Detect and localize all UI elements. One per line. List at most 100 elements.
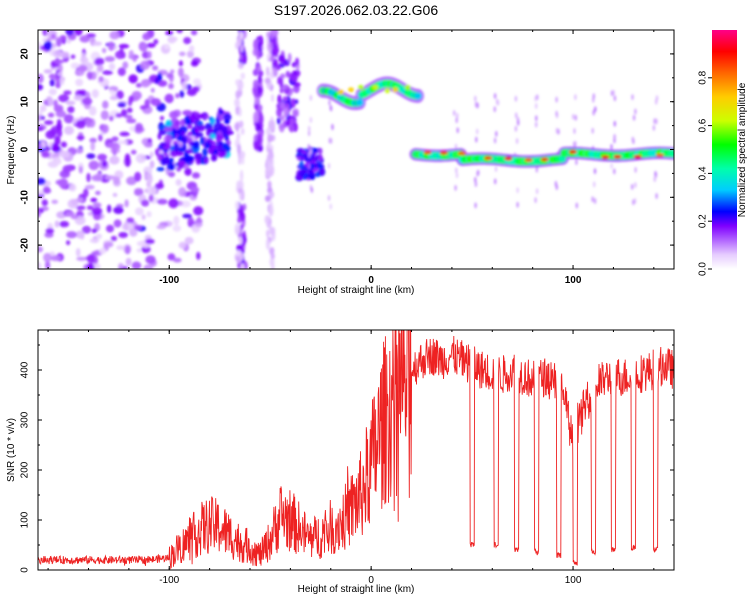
noise-blob	[78, 165, 83, 174]
noise-blob	[91, 228, 98, 234]
noise-blob	[157, 80, 168, 87]
fringe-blob	[309, 117, 313, 123]
noise-blob	[76, 256, 88, 261]
cluster-blob	[203, 158, 209, 163]
noise-blob	[146, 186, 157, 196]
fringe-blob	[494, 166, 498, 172]
fringe-blob	[555, 96, 558, 103]
noise-blob	[168, 171, 176, 178]
streak-blob	[269, 247, 275, 256]
fringe-blob	[455, 167, 458, 174]
cluster-blob	[278, 54, 286, 63]
tone-peak	[484, 156, 493, 161]
noise-blob	[115, 112, 123, 118]
cluster-blob	[209, 117, 215, 125]
tone-peak	[404, 84, 411, 90]
fringe-blob	[655, 118, 658, 125]
noise-blob	[66, 240, 71, 246]
noise-blob	[83, 188, 89, 198]
cluster-blob	[318, 147, 323, 155]
noise-blob	[53, 59, 65, 64]
streak-blob	[236, 132, 240, 143]
fringe-blob	[610, 143, 613, 150]
noise-blob	[144, 98, 150, 109]
noise-blob	[130, 149, 137, 155]
cluster-blob	[218, 114, 225, 122]
spectrogram-xtick-label: 100	[565, 275, 582, 286]
colorbar: 0.0 0.2 0.4 0.6 0.8 Normalized spectral ampl…	[698, 30, 748, 276]
noise-blob	[127, 107, 133, 113]
fringe-blob	[494, 178, 497, 185]
streak-blob	[257, 40, 261, 52]
noise-blob	[193, 206, 204, 216]
noise-blob	[109, 155, 120, 165]
fringe-blob	[591, 196, 594, 203]
noise-blob	[95, 233, 103, 240]
cluster-blob	[165, 134, 173, 141]
noise-blob	[58, 178, 69, 189]
fringe-blob	[631, 183, 634, 190]
tone-peak	[423, 150, 432, 155]
fringe-blob	[456, 127, 459, 134]
streak-blob	[264, 214, 271, 225]
noise-blob	[106, 204, 112, 214]
spectrogram-ytick-label: -20	[20, 237, 31, 252]
cluster-blob	[221, 125, 229, 135]
noise-blob	[118, 43, 130, 49]
tone-peak	[439, 150, 448, 155]
spectrogram-ytick-label: -10	[20, 190, 31, 205]
fringe-blob	[593, 198, 597, 204]
noise-blob	[165, 93, 173, 101]
streak-blob	[242, 55, 246, 63]
cluster-blob	[186, 148, 194, 154]
noise-blob	[92, 202, 102, 208]
fringe-blob	[573, 128, 576, 134]
noise-blob	[63, 90, 72, 96]
streak-blob	[234, 223, 241, 236]
noise-blob	[172, 225, 182, 232]
fringe-blob	[455, 172, 459, 179]
tone-blob	[414, 91, 422, 100]
streak-blob	[268, 191, 275, 199]
noise-blob	[193, 78, 201, 86]
colorbar-tick-label: 0.8	[698, 70, 709, 84]
noise-blob	[195, 221, 203, 228]
noise-blob	[111, 136, 119, 142]
noise-blob	[183, 36, 192, 45]
snr-xlabel: Height of straight line (km)	[298, 584, 415, 595]
fringe-blob	[535, 166, 538, 173]
colorbar-label: Normalized spectral amplitude	[737, 82, 748, 217]
noise-blob	[196, 216, 202, 224]
noise-blob	[181, 81, 187, 92]
noise-blob	[99, 247, 107, 255]
noise-blob	[114, 50, 126, 60]
fringe-blob	[474, 176, 477, 183]
cluster-blob	[195, 152, 203, 160]
noise-blob	[192, 192, 198, 198]
streak-blob	[269, 41, 273, 50]
noise-blob	[91, 89, 99, 99]
cluster-blob	[185, 155, 194, 163]
cluster-blob	[318, 154, 323, 162]
noise-blob	[142, 32, 151, 41]
snr-ytick-label: 400	[20, 361, 31, 378]
fringe-blob	[652, 124, 656, 131]
fringe-blob	[328, 99, 331, 106]
fringe-blob	[456, 112, 459, 119]
noise-blob	[155, 182, 164, 190]
noise-blob	[55, 110, 67, 118]
spectrogram-marks	[38, 30, 674, 269]
fringe-blob	[309, 94, 313, 101]
noise-blob	[74, 148, 84, 154]
fringe-blob	[307, 130, 311, 137]
cluster-blob	[223, 119, 230, 124]
noise-blob	[66, 39, 72, 44]
noise-blob	[67, 106, 75, 114]
noise-blob	[45, 228, 55, 234]
streak-blob	[264, 195, 271, 202]
noise-blob	[125, 257, 132, 266]
noise-blob	[179, 51, 186, 57]
streak-blob	[269, 205, 274, 216]
noise-blob	[85, 118, 92, 128]
noise-blob	[189, 45, 195, 53]
